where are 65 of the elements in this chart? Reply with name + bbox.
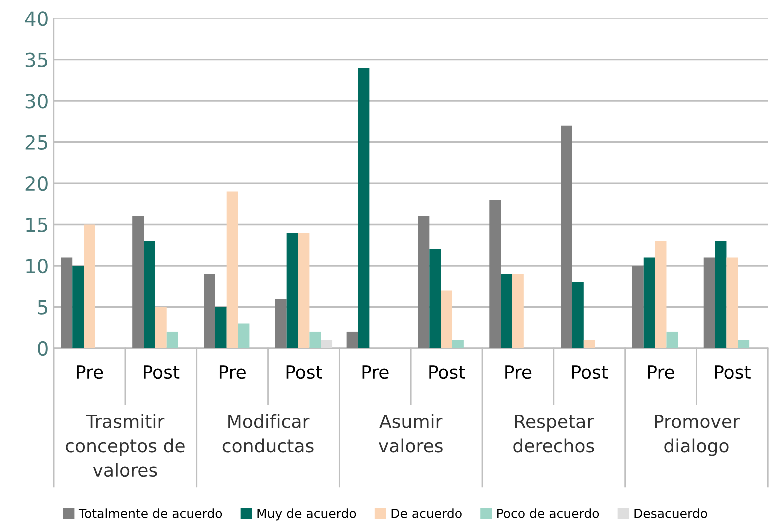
bar [321,340,333,348]
bar [452,340,464,348]
x-tick-label: Post [286,366,322,380]
bar [715,241,727,348]
y-tick-label: 30 [26,94,48,109]
bar [418,216,430,348]
bar [286,233,298,348]
text: Promover dialogo [655,414,740,456]
bar [166,332,178,348]
legend-label: Totalmente de acuerdo [78,508,222,518]
x-tick-label: Pre [220,366,246,380]
text: Asumir valores [378,414,443,453]
bar [155,307,167,348]
bar [632,266,644,348]
bar [584,340,596,348]
y-tick-label: 40 [25,12,48,26]
legend-label: Desacuerdo [634,508,708,518]
bar [738,340,750,348]
bar [226,192,238,348]
bar [215,307,227,348]
legend-label: De acuerdo [392,508,462,518]
y-tick-label: 15 [26,218,48,232]
x-tick-label: Pre [77,366,104,380]
y-tick-label: 25 [26,135,48,150]
bar [204,274,216,348]
bar [644,258,656,348]
y-tick-label: 5 [38,300,48,315]
bar [144,241,156,348]
bar [441,290,453,348]
bar [275,298,287,348]
bar [430,250,442,348]
text: Modificar conductas [222,414,314,453]
bar [132,216,144,348]
legend-label: Muy de acuerdo [258,508,356,521]
x-tick-label: Pre [362,366,389,380]
x-tick-label: Pre [648,366,674,380]
bar [666,332,678,348]
x-tick-label: Post [430,366,466,380]
bar [726,258,738,348]
bar [72,266,84,348]
bar [704,258,716,348]
text: Respetar derechos [514,414,594,453]
legend-label: Poco de acuerdo [498,508,600,518]
x-tick-label: Post [715,366,751,380]
bar [572,282,584,348]
bar [490,200,502,348]
bar [501,274,512,348]
bar [561,126,572,348]
y-tick-label: 10 [26,258,48,274]
bar [358,68,370,348]
y-tick-label: 0 [38,341,48,356]
bar [238,324,250,348]
bar [298,233,310,348]
bar [346,332,358,348]
x-tick-label: Post [572,366,608,380]
bar [512,274,524,348]
y-tick-label: 20 [26,176,48,192]
bar [655,241,667,348]
bar [61,258,73,348]
bar [84,224,96,348]
x-tick-label: Post [144,366,180,380]
y-tick-label: 35 [26,52,48,68]
text: Trasmitir conceptos de valores [66,414,185,478]
x-tick-label: Pre [506,366,532,380]
bar [310,332,322,348]
